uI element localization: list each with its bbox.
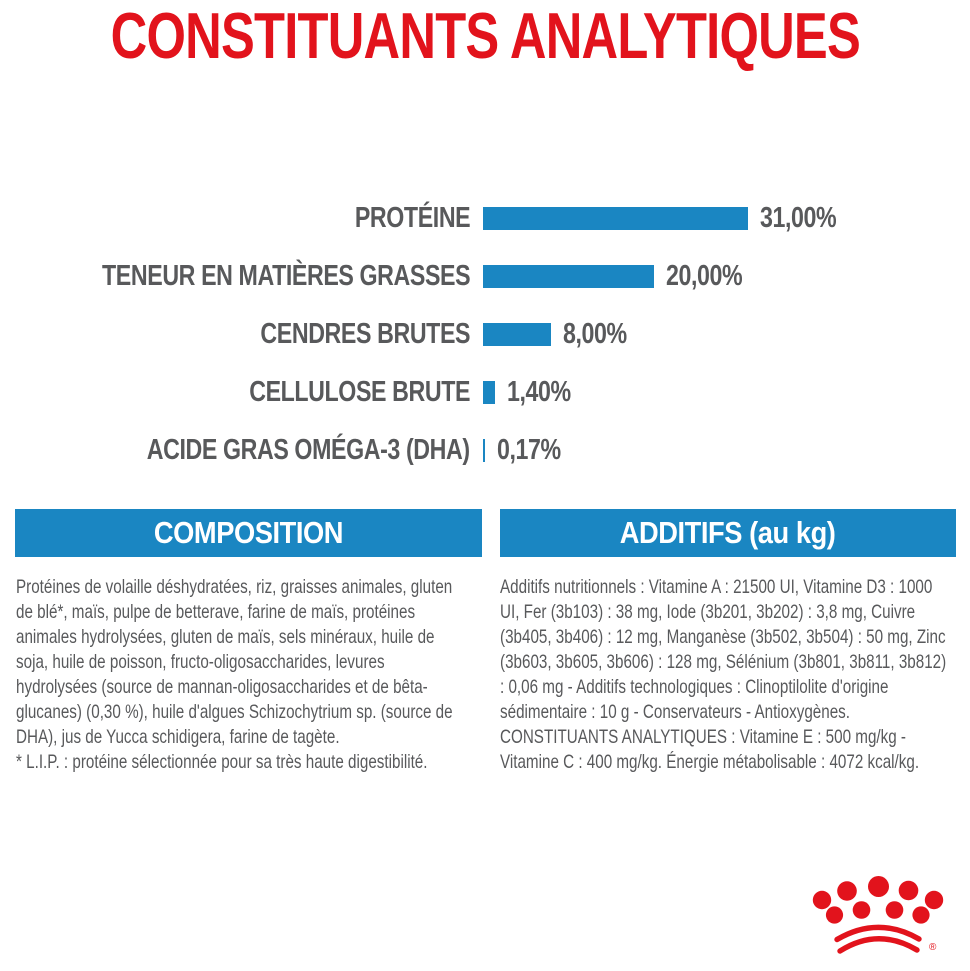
- royal-canin-crown-logo: ®: [812, 876, 944, 954]
- composition-footnote: * L.I.P. : protéine sélectionnée pour sa…: [16, 751, 428, 773]
- composition-header: COMPOSITION: [15, 509, 482, 557]
- bar-chart: PROTÉINE 31,00% TENEUR EN MATIÈRES GRASS…: [0, 202, 970, 497]
- bar-label: TENEUR EN MATIÈRES GRASSES: [101, 260, 471, 292]
- additifs-body: Additifs nutritionnels : Vitamine A : 21…: [500, 576, 947, 773]
- chart-row: PROTÉINE 31,00%: [0, 202, 970, 234]
- bar-value: 8,00%: [563, 318, 627, 350]
- additifs-text: Additifs nutritionnels : Vitamine A : 21…: [500, 575, 952, 775]
- bar-label: PROTÉINE: [354, 202, 471, 234]
- bar-value: 31,00%: [760, 202, 837, 234]
- crown-base-arcs: [834, 924, 922, 954]
- bar: [483, 207, 748, 230]
- chart-row: TENEUR EN MATIÈRES GRASSES 20,00%: [0, 260, 970, 292]
- chart-row: ACIDE GRAS OMÉGA-3 (DHA) 0,17%: [0, 434, 970, 466]
- registered-trademark-icon: ®: [929, 942, 937, 953]
- page-title: CONSTITUANTS ANALYTIQUES: [0, 0, 970, 72]
- bar-label: ACIDE GRAS OMÉGA-3 (DHA): [147, 434, 470, 466]
- chart-row: CELLULOSE BRUTE 1,40%: [0, 376, 970, 408]
- bar-value: 20,00%: [666, 260, 743, 292]
- bar-value: 1,40%: [507, 376, 571, 408]
- bar: [483, 265, 654, 288]
- crown-dots: [812, 876, 944, 924]
- page-title-text: CONSTITUANTS ANALYTIQUES: [110, 0, 860, 72]
- bar-label: CENDRES BRUTES: [260, 318, 470, 350]
- additifs-header: ADDITIFS (au kg): [500, 509, 956, 557]
- chart-row: CENDRES BRUTES 8,00%: [0, 318, 970, 350]
- composition-text: Protéines de volaille déshydratées, riz,…: [16, 575, 468, 775]
- bar-label: CELLULOSE BRUTE: [249, 376, 470, 408]
- bar: [483, 323, 551, 346]
- composition-body: Protéines de volaille déshydratées, riz,…: [16, 576, 453, 748]
- bar-value: 0,17%: [497, 434, 561, 466]
- bar: [483, 439, 485, 462]
- bar: [483, 381, 495, 404]
